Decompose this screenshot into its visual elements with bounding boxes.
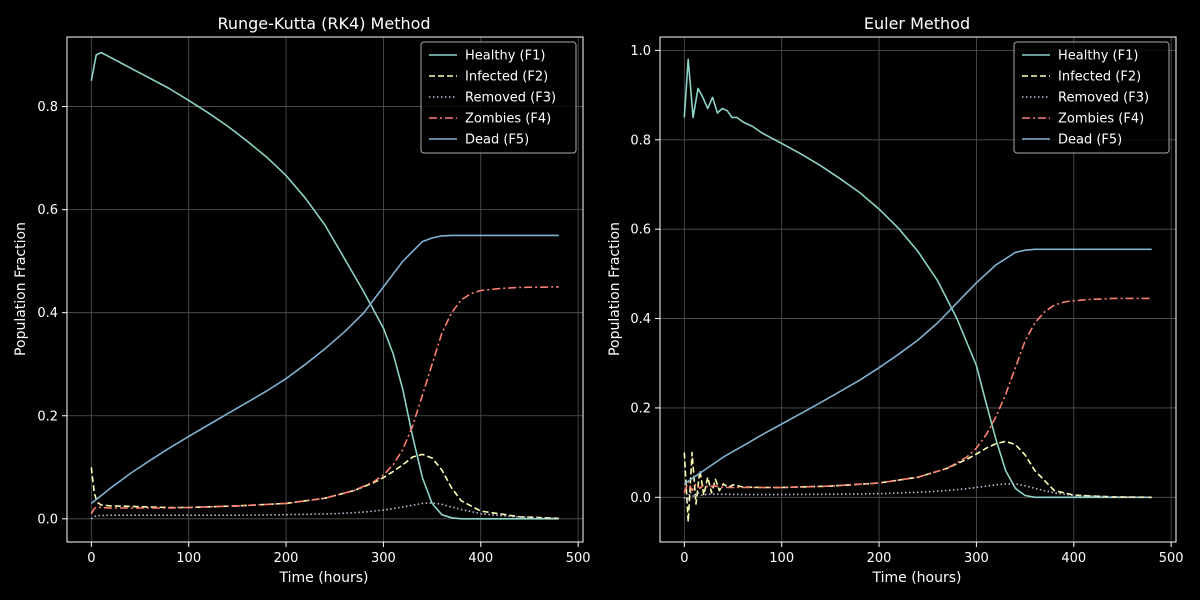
ticks: 0 100 200 300 400 500 0.0 0.2 0.4 0.6 0.8 xyxy=(37,100,590,566)
axes-frame xyxy=(66,36,584,543)
chart-rk4: Runge-Kutta (RK4) Method 0 100 200 300 400 50… xyxy=(13,14,591,586)
y-tick-label: 0.4 xyxy=(630,312,651,327)
axes-frame xyxy=(659,36,1177,543)
legend: Healthy (F1) Infected (F2) Removed (F3) Zom… xyxy=(1013,41,1170,154)
legend-label-f3: Removed (F3) xyxy=(1058,91,1149,106)
chart-title: Runge-Kutta (RK4) Method xyxy=(217,14,430,33)
y-tick-label: 0.4 xyxy=(37,306,58,321)
legend-label-f2: Infected (F2) xyxy=(465,70,548,85)
legend-label-f2: Infected (F2) xyxy=(1058,70,1141,85)
grid xyxy=(660,37,1176,542)
x-tick-label: 200 xyxy=(274,551,299,566)
x-tick-label: 300 xyxy=(964,551,989,566)
y-tick-label: 0.2 xyxy=(630,401,651,416)
grid xyxy=(67,37,583,542)
y-tick-label: 0.8 xyxy=(37,100,58,115)
legend-label-f5: Dead (F5) xyxy=(1058,133,1122,148)
x-tick-label: 0 xyxy=(87,551,95,566)
x-tick-label: 100 xyxy=(769,551,794,566)
series-line-f2 xyxy=(683,440,1152,523)
y-tick-label: 0.0 xyxy=(37,512,58,527)
ticks: 0 100 200 300 400 500 0.0 0.2 0.4 0.6 0.8 1.0 xyxy=(630,44,1183,566)
legend-label-f3: Removed (F3) xyxy=(465,91,556,106)
x-tick-label: 200 xyxy=(867,551,892,566)
legend-label-f1: Healthy (F1) xyxy=(465,49,545,64)
legend-box xyxy=(420,41,577,154)
y-tick-label: 0.6 xyxy=(630,223,651,238)
y-tick-label: 0.2 xyxy=(37,409,58,424)
legend-label-f5: Dead (F5) xyxy=(465,133,529,148)
legend: Healthy (F1) Infected (F2) Removed (F3) Zom… xyxy=(420,41,577,154)
legend-label-f4: Zombies (F4) xyxy=(1058,112,1144,127)
series-line-f1 xyxy=(683,58,1152,499)
series-line-f3 xyxy=(90,501,559,520)
y-tick-label: 0.0 xyxy=(630,491,651,506)
x-tick-label: 500 xyxy=(1159,551,1184,566)
chart-title: Euler Method xyxy=(864,14,970,33)
y-axis-label: Population Fraction xyxy=(607,222,623,356)
x-tick-label: 300 xyxy=(371,551,396,566)
series-line-f2 xyxy=(90,453,559,520)
y-tick-label: 0.8 xyxy=(630,133,651,148)
x-axis-label: Time (hours) xyxy=(279,570,369,586)
y-axis-label: Population Fraction xyxy=(13,222,29,356)
chart-euler: Euler Method 0 100 200 300 400 500 0.0 0.2 0.4 0.… xyxy=(607,14,1184,586)
x-tick-label: 500 xyxy=(566,551,591,566)
x-tick-label: 400 xyxy=(1061,551,1086,566)
x-axis-label: Time (hours) xyxy=(872,570,962,586)
legend-box xyxy=(1013,41,1170,154)
series-line-f5 xyxy=(683,248,1152,485)
legend-label-f4: Zombies (F4) xyxy=(465,112,551,127)
series-layer xyxy=(683,58,1152,523)
series-line-f1 xyxy=(90,51,559,520)
y-tick-label: 1.0 xyxy=(630,44,651,59)
x-tick-label: 100 xyxy=(176,551,201,566)
series-line-f4 xyxy=(90,286,559,515)
series-line-f5 xyxy=(90,234,559,505)
y-tick-label: 0.6 xyxy=(37,203,58,218)
series-layer xyxy=(90,51,559,520)
x-tick-label: 0 xyxy=(680,551,688,566)
legend-label-f1: Healthy (F1) xyxy=(1058,49,1138,64)
x-tick-label: 400 xyxy=(468,551,493,566)
